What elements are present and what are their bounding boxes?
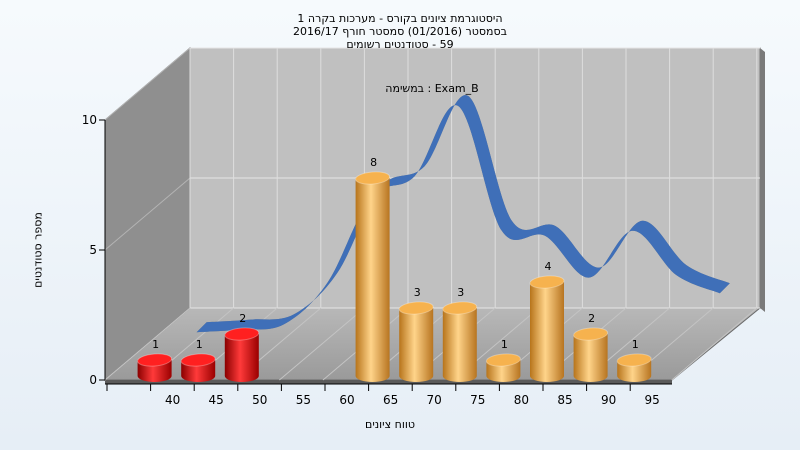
grid-line-floor	[279, 307, 365, 381]
x-tick-label: 80	[514, 393, 529, 407]
x-tick-label: 45	[209, 393, 224, 407]
bar-top	[529, 275, 565, 289]
data-label: 3	[457, 286, 464, 299]
grid-line-floor	[104, 307, 191, 381]
bar-body	[355, 178, 390, 382]
y-tick-label: 5	[89, 243, 97, 257]
bar-top	[616, 353, 652, 367]
grid-line-floor	[671, 307, 758, 381]
inner-title: במשימה : Exam_B	[385, 82, 478, 95]
bar	[137, 353, 173, 382]
x-tick-label: 70	[427, 393, 442, 407]
x-tick-label: 50	[252, 393, 267, 407]
bar-top	[180, 353, 216, 367]
bar	[442, 301, 478, 382]
chart-axes: 0 5 10 40 45 50 55 60 65 70 75 80 85 90 95	[82, 113, 672, 407]
x-tick-label: 85	[557, 393, 572, 407]
x-tick-label: 75	[470, 393, 485, 407]
x-tick-label: 65	[383, 393, 398, 407]
bar	[355, 171, 391, 382]
grid-line-side	[104, 47, 191, 121]
bar-top	[355, 171, 391, 185]
chart-title-line-2: בסמסטר (01/2016) סמסטר חורף 2016/17	[293, 25, 507, 38]
x-tick-label: 90	[601, 393, 616, 407]
bar	[224, 327, 260, 382]
data-label: 8	[370, 156, 377, 169]
y-tick-label: 10	[82, 113, 97, 127]
data-label: 4	[545, 260, 552, 273]
bar	[573, 327, 609, 382]
chart-curve	[196, 95, 730, 333]
x-tick-label: 55	[296, 393, 311, 407]
bar	[616, 353, 652, 382]
chart-bars: 1 1 2 8 3 3 1 4 2 1	[137, 156, 652, 382]
bar	[398, 301, 434, 382]
bar-body	[224, 334, 259, 382]
grid-line-side	[104, 177, 191, 251]
bar-top	[442, 301, 478, 315]
data-label: 1	[196, 338, 203, 351]
data-label: 1	[152, 338, 159, 351]
bar-body	[442, 308, 477, 382]
data-label: 1	[501, 338, 508, 351]
bar	[529, 275, 565, 382]
bar-body	[573, 334, 608, 382]
x-axis-label: טווח ציונים	[365, 418, 415, 431]
bar-top	[137, 353, 173, 367]
bar-body	[399, 308, 434, 382]
right-edge	[760, 48, 765, 312]
y-axis-label: מספר סטודנטים	[31, 212, 45, 288]
bar-top	[573, 327, 609, 341]
curve-ribbon	[196, 95, 730, 333]
x-tick-label: 95	[645, 393, 660, 407]
bar	[485, 353, 521, 382]
bar-top	[398, 301, 434, 315]
data-label: 1	[632, 338, 639, 351]
bar	[180, 353, 216, 382]
x-tick-label: 60	[339, 393, 354, 407]
x-tick-label: 40	[165, 393, 180, 407]
data-label: 2	[239, 312, 246, 325]
bar-top	[485, 353, 521, 367]
chart-title-line-1: היסטוגרמת ציונים בקורס - מערכות בקרה 1	[297, 12, 503, 25]
chart-title-line-3: 59 - סטודנטים רשומים	[346, 38, 454, 51]
y-tick-label: 0	[89, 373, 97, 387]
data-label: 3	[414, 286, 421, 299]
data-label: 2	[588, 312, 595, 325]
bar-top	[224, 327, 260, 341]
bar-body	[530, 282, 564, 382]
